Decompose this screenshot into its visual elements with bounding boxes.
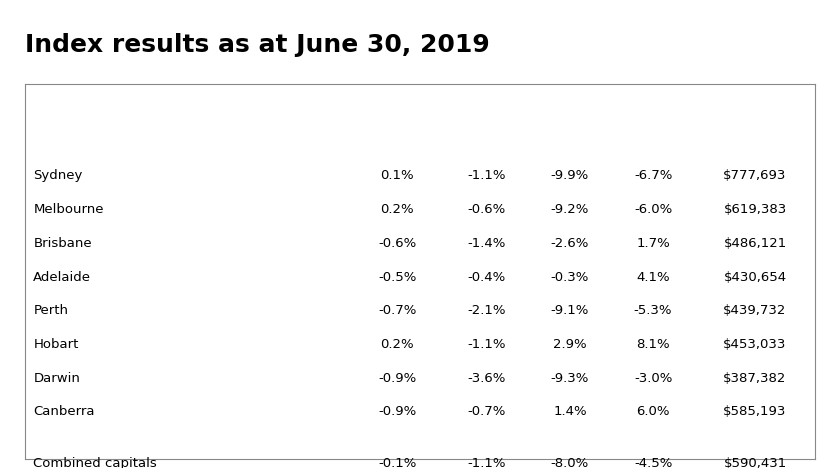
Text: -0.9%: -0.9%	[379, 405, 416, 418]
Text: -0.4%: -0.4%	[468, 271, 506, 284]
Text: -9.1%: -9.1%	[551, 304, 589, 317]
Text: -3.0%: -3.0%	[634, 372, 672, 385]
Text: -0.6%: -0.6%	[379, 237, 416, 250]
Text: 8.1%: 8.1%	[636, 338, 670, 351]
Text: Quarter: Quarter	[458, 135, 516, 148]
Text: Annual: Annual	[544, 135, 596, 148]
Text: -0.7%: -0.7%	[468, 405, 506, 418]
Text: 2.9%: 2.9%	[553, 338, 587, 351]
Text: 0.2%: 0.2%	[380, 203, 414, 216]
Text: -2.6%: -2.6%	[551, 237, 589, 250]
Text: $453,033: $453,033	[723, 338, 787, 351]
Text: -9.3%: -9.3%	[551, 372, 589, 385]
Text: $619,383: $619,383	[723, 203, 787, 216]
Text: -9.9%: -9.9%	[551, 169, 589, 183]
Text: -4.5%: -4.5%	[634, 457, 672, 468]
Text: Canberra: Canberra	[33, 405, 95, 418]
Text: -0.6%: -0.6%	[468, 203, 506, 216]
Text: -0.5%: -0.5%	[378, 271, 417, 284]
Text: Hobart: Hobart	[33, 338, 79, 351]
Text: Brisbane: Brisbane	[33, 237, 92, 250]
Text: $387,382: $387,382	[723, 372, 787, 385]
Text: Combined capitals: Combined capitals	[33, 457, 157, 468]
Text: -1.1%: -1.1%	[468, 457, 506, 468]
Text: -2.1%: -2.1%	[468, 304, 506, 317]
Text: $590,431: $590,431	[723, 457, 787, 468]
Text: $486,121: $486,121	[723, 237, 787, 250]
Text: -6.7%: -6.7%	[634, 169, 672, 183]
Text: -0.1%: -0.1%	[378, 457, 417, 468]
Text: Index results as at June 30, 2019: Index results as at June 30, 2019	[25, 33, 490, 57]
Text: Darwin: Darwin	[33, 372, 80, 385]
Text: Month: Month	[374, 135, 421, 148]
Text: return: return	[630, 135, 676, 148]
Text: 1.7%: 1.7%	[636, 237, 670, 250]
Text: $777,693: $777,693	[723, 169, 787, 183]
Text: 6.0%: 6.0%	[636, 405, 670, 418]
Text: Melbourne: Melbourne	[33, 203, 104, 216]
Text: -3.6%: -3.6%	[468, 372, 506, 385]
Text: -1.4%: -1.4%	[468, 237, 506, 250]
Text: Adelaide: Adelaide	[33, 271, 92, 284]
Text: 0.1%: 0.1%	[380, 169, 414, 183]
Text: -5.3%: -5.3%	[634, 304, 672, 317]
Text: $439,732: $439,732	[723, 304, 787, 317]
Text: Median: Median	[728, 98, 782, 110]
Text: 1.4%: 1.4%	[553, 405, 587, 418]
Text: -8.0%: -8.0%	[551, 457, 589, 468]
Text: -0.9%: -0.9%	[379, 372, 416, 385]
Text: -0.3%: -0.3%	[551, 271, 589, 284]
Text: -0.7%: -0.7%	[378, 304, 417, 317]
Text: $585,193: $585,193	[723, 405, 787, 418]
Text: -6.0%: -6.0%	[634, 203, 672, 216]
Text: $430,654: $430,654	[724, 271, 786, 284]
Text: 4.1%: 4.1%	[636, 271, 670, 284]
Text: -1.1%: -1.1%	[468, 169, 506, 183]
Text: Sydney: Sydney	[33, 169, 82, 183]
Text: 0.2%: 0.2%	[380, 338, 414, 351]
Text: Perth: Perth	[33, 304, 68, 317]
Text: Change in dwelling values: Change in dwelling values	[383, 98, 578, 110]
Text: -9.2%: -9.2%	[551, 203, 589, 216]
Text: -1.1%: -1.1%	[468, 338, 506, 351]
Text: Total: Total	[635, 98, 671, 110]
Text: value: value	[735, 135, 775, 148]
